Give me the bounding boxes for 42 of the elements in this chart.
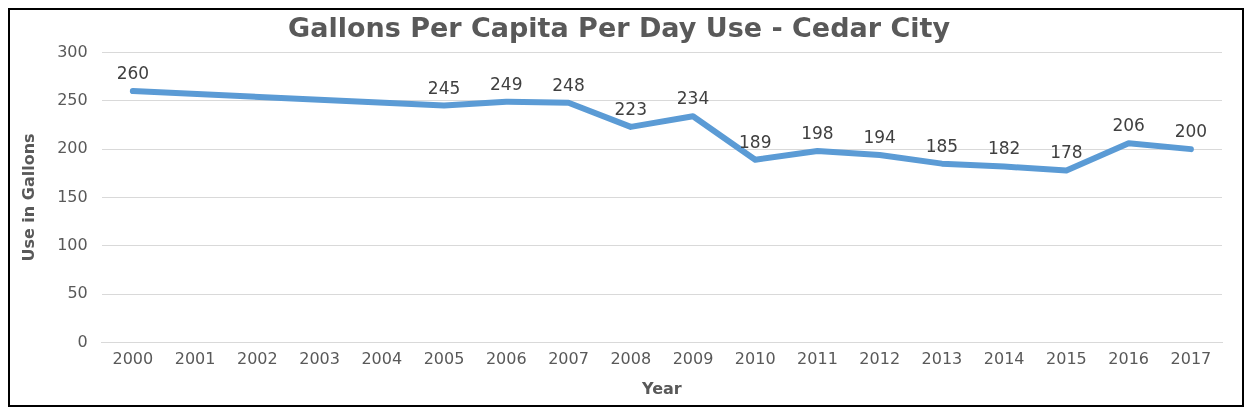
y-tick-label: 200 [57,138,88,158]
data-label: 182 [987,138,1021,159]
chart-title: Gallons Per Capita Per Day Use - Cedar City [288,12,951,44]
y-tick-label: 100 [57,235,88,255]
x-tick-label: 2017 [1170,349,1212,369]
y-tick-label: 300 [57,41,88,61]
x-tick-label: 2010 [734,349,776,369]
x-tick-label: 2008 [610,349,652,369]
data-label: 223 [614,98,647,119]
y-tick-label: 250 [57,89,88,109]
data-label: 260 [116,63,150,84]
y-axis-title: Use in Gallons [18,133,38,262]
x-tick-label: 2012 [859,349,901,369]
data-label: 194 [863,126,896,147]
x-tick-label: 2013 [921,349,963,369]
x-tick-label: 2002 [236,349,278,369]
data-label: 245 [427,77,461,98]
x-tick-label: 2007 [548,349,589,369]
data-label: 249 [490,73,523,94]
data-label: 248 [552,74,585,95]
data-label: 198 [801,122,834,143]
y-tick-label: 50 [67,283,88,303]
x-tick-label: 2016 [1108,349,1149,369]
data-label: 185 [925,135,959,156]
x-tick-label: 2004 [361,349,403,369]
x-tick-label: 2015 [1046,349,1087,369]
x-tick-label: 2003 [299,349,340,369]
x-tick-label: 2014 [983,349,1025,369]
data-label: 200 [1174,121,1208,142]
data-label: 189 [739,131,772,152]
x-axis-title: Year [641,378,682,398]
x-tick-label: 2001 [174,349,216,369]
x-tick-label: 2009 [672,349,714,369]
y-tick-label: 0 [77,331,88,351]
x-tick-label: 2000 [112,349,154,369]
data-label: 206 [1112,115,1145,136]
x-tick-label: 2005 [423,349,465,369]
data-label: 234 [676,88,710,109]
x-tick-label: 2006 [485,349,527,369]
y-tick-label: 150 [57,186,88,206]
data-label: 178 [1050,142,1083,163]
x-tick-label: 2011 [797,349,838,369]
